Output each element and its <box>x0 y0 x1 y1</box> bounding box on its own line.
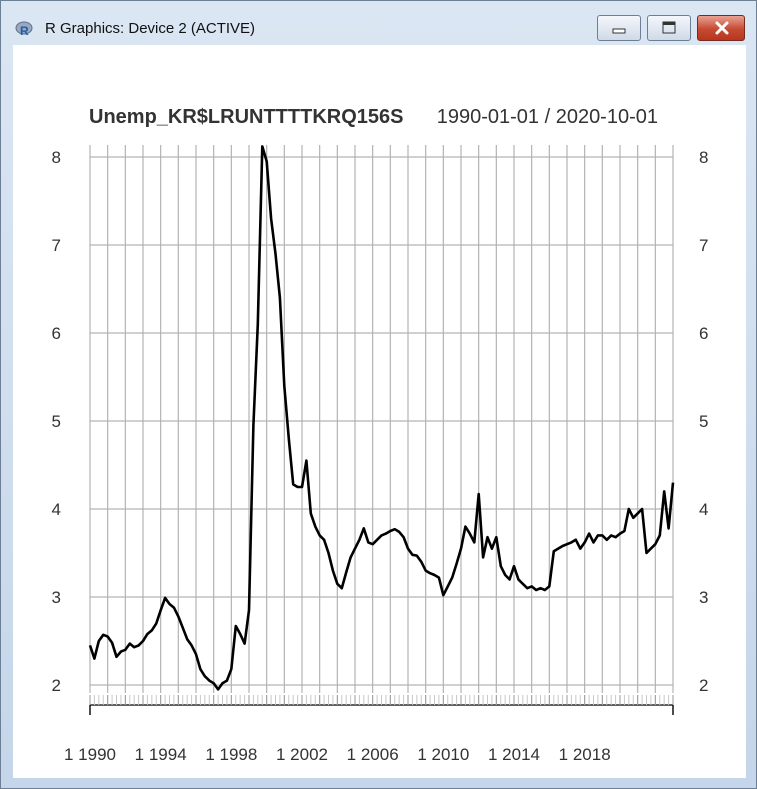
y-tick-label-right: 2 <box>699 676 708 695</box>
y-axis-right: 2 3 4 5 6 7 8 <box>699 148 708 695</box>
maximize-icon <box>662 21 676 34</box>
x-tick-label: 1 2018 <box>559 745 611 764</box>
y-tick-label-right: 6 <box>699 324 708 343</box>
y-tick-label-right: 4 <box>699 500 708 519</box>
x-tick-label: 1 2014 <box>488 745 540 764</box>
chart-title-main: Unemp_KR$LRUNTTTTKRQ156S <box>89 106 403 128</box>
y-tick-label-right: 5 <box>699 412 708 431</box>
x-tick-label: 1 1994 <box>135 745 187 764</box>
window-title: R Graphics: Device 2 (ACTIVE) <box>45 20 256 37</box>
minimize-button[interactable] <box>597 15 641 41</box>
y-tick-label-left: 2 <box>52 676 61 695</box>
line-chart: Unemp_KR$LRUNTTTTKRQ156S 1990-01-01 / 20… <box>52 106 709 764</box>
y-tick-label-right: 8 <box>699 148 708 167</box>
y-axis-left: 2 3 4 5 6 7 8 <box>52 148 61 695</box>
graphics-canvas: Unemp_KR$LRUNTTTTKRQ156S 1990-01-01 / 20… <box>13 45 746 778</box>
y-tick-label-left: 7 <box>52 236 61 255</box>
y-tick-label-left: 6 <box>52 324 61 343</box>
maximize-button[interactable] <box>647 15 691 41</box>
close-icon <box>715 21 729 35</box>
title-bar[interactable]: R R Graphics: Device 2 (ACTIVE) <box>1 1 756 45</box>
series-line <box>88 145 675 691</box>
close-button[interactable] <box>697 15 745 41</box>
x-tick-label: 1 2006 <box>347 745 399 764</box>
x-tick-label: 1 2002 <box>276 745 328 764</box>
grid-lines <box>89 145 674 693</box>
y-tick-label-right: 7 <box>699 236 708 255</box>
y-tick-label-right: 3 <box>699 588 708 607</box>
x-tick-label: 1 1998 <box>205 745 257 764</box>
x-axis: 1 1990 1 1994 1 1998 1 2002 1 2006 1 2010 1 20… <box>64 695 674 764</box>
y-tick-label-left: 8 <box>52 148 61 167</box>
y-tick-label-left: 5 <box>52 412 61 431</box>
x-tick-label: 1 1990 <box>64 745 116 764</box>
y-tick-label-left: 4 <box>52 500 61 519</box>
y-tick-label-left: 3 <box>52 588 61 607</box>
svg-text:R: R <box>20 24 29 38</box>
r-logo-icon: R <box>15 21 33 38</box>
chart-title-range: 1990-01-01 / 2020-10-01 <box>437 106 658 128</box>
x-tick-label: 1 2010 <box>417 745 469 764</box>
minimize-icon <box>612 28 626 34</box>
